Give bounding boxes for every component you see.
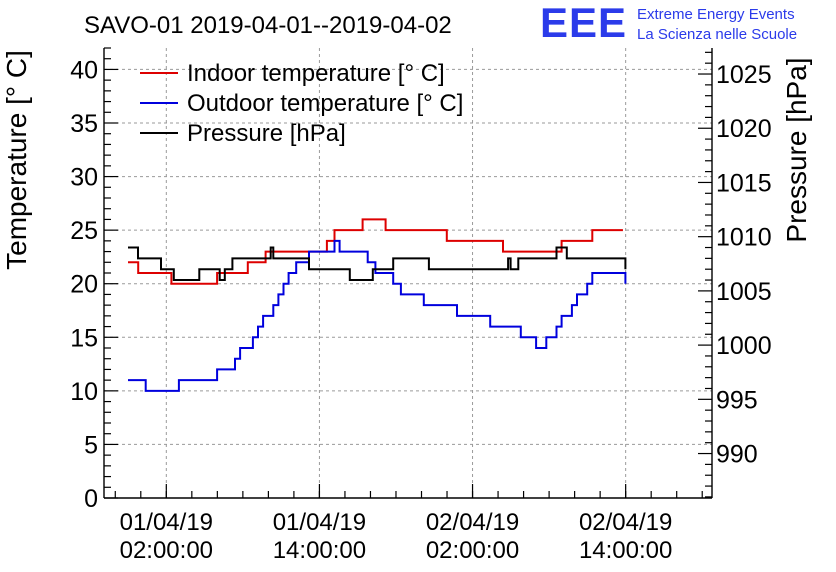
axes: 0510152025303540990995100010051010101510… [70, 47, 772, 564]
y-tick-label: 35 [70, 110, 98, 138]
chart-title: SAVO-01 2019-04-01--2019-04-02 [84, 12, 452, 39]
y-tick-label: 20 [70, 271, 98, 299]
x-tick-label-time: 02:00:00 [120, 537, 213, 564]
y2-tick-label: 1000 [716, 332, 772, 360]
y-tick-label: 15 [70, 324, 98, 352]
x-tick-label-date: 01/04/19 [273, 509, 366, 536]
y-tick-label: 40 [70, 56, 98, 84]
x-tick-label-date: 02/04/19 [579, 509, 672, 536]
legend-label: Pressure [hPa] [187, 120, 346, 147]
legend: Indoor temperature [° C] Outdoor temperat… [140, 60, 463, 147]
x-tick-label-date: 01/04/19 [120, 509, 213, 536]
y-tick-label: 10 [70, 378, 98, 406]
legend-label: Outdoor temperature [° C] [187, 90, 463, 117]
y-tick-label: 25 [70, 217, 98, 245]
grid [104, 48, 712, 498]
x-tick-label-time: 14:00:00 [273, 537, 366, 564]
x-tick-label-time: 14:00:00 [579, 537, 672, 564]
eee-logo: EEE Extreme Energy Events La Scienza nel… [540, 0, 830, 46]
series-line-2 [128, 239, 627, 392]
legend-label: Indoor temperature [° C] [187, 60, 445, 87]
series-line-3 [128, 246, 627, 281]
x-tick-label-date: 02/04/19 [426, 509, 519, 536]
y-tick-label: 30 [70, 164, 98, 192]
y-tick-label: 5 [84, 431, 98, 459]
x-tick-label-time: 02:00:00 [426, 537, 519, 564]
y2-tick-label: 1020 [716, 115, 772, 143]
logo-mark: EEE [540, 0, 628, 46]
logo-line2: La Scienza nelle Scuole [637, 26, 798, 43]
series-group [128, 218, 627, 392]
y2-tick-label: 1005 [716, 278, 772, 306]
y2-axis-label: Pressure [hPa] [781, 57, 812, 242]
y2-tick-label: 1015 [716, 169, 772, 197]
y-tick-label: 0 [84, 485, 98, 513]
logo-line1: Extreme Energy Events [637, 6, 795, 23]
y2-tick-label: 1010 [716, 224, 772, 252]
y2-tick-label: 995 [716, 386, 758, 414]
y2-tick-label: 990 [716, 441, 758, 469]
y2-tick-label: 1025 [716, 61, 772, 89]
series-line-1 [128, 218, 623, 285]
y-axis-label: Temperature [° C] [1, 50, 32, 270]
